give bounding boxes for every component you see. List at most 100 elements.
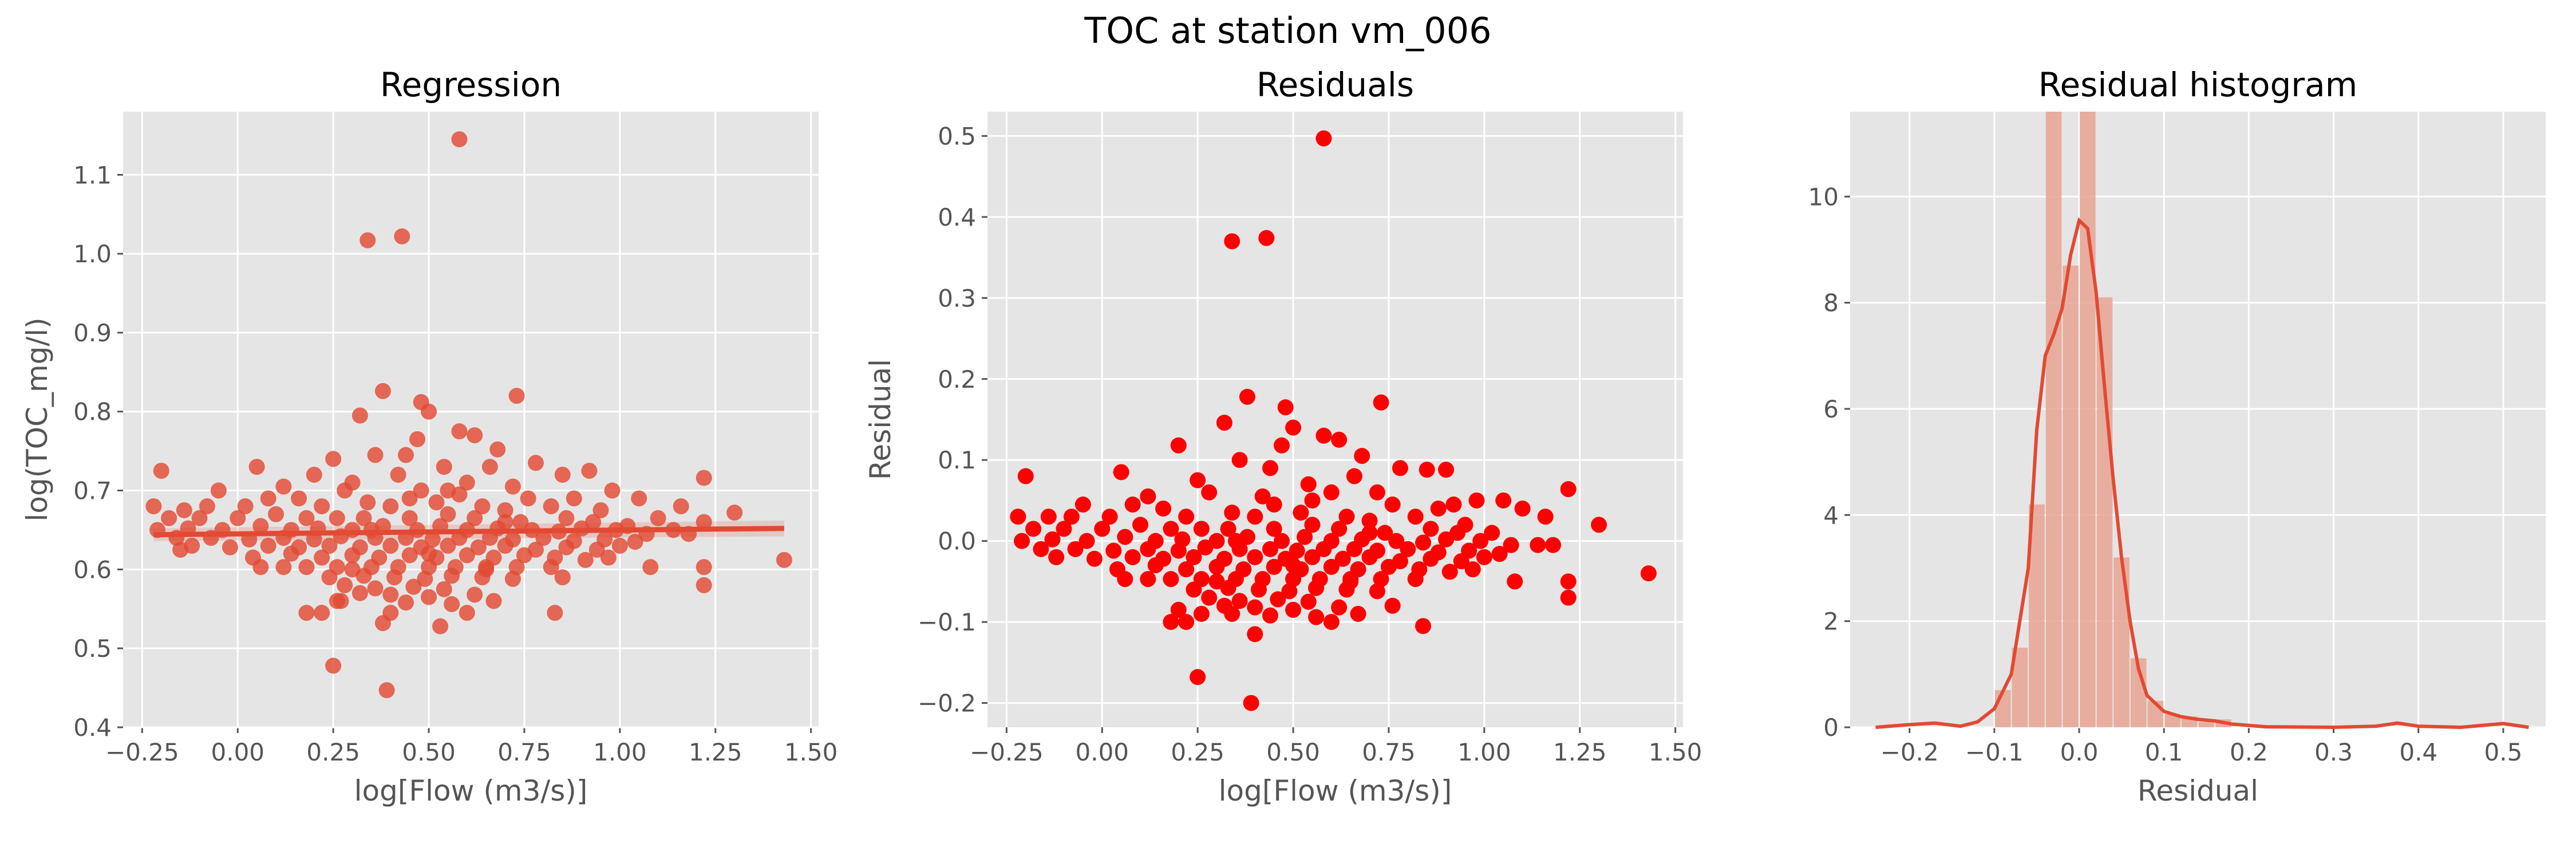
residuals-data-point [1380, 558, 1397, 575]
regression-y-tick-label: 0.6 [73, 555, 112, 584]
residuals-plot-area [987, 112, 1683, 727]
residuals-data-point [1384, 597, 1401, 614]
residuals-data-point [1124, 497, 1141, 513]
regression-data-point [459, 547, 475, 564]
residuals-data-point [1400, 541, 1416, 557]
regression-data-point [413, 482, 429, 499]
regression-data-point [386, 569, 402, 586]
residuals-data-point [1208, 573, 1225, 590]
residuals-data-point [1201, 484, 1218, 501]
histogram-bar [2080, 112, 2096, 727]
residuals-data-point [1308, 580, 1325, 596]
residuals-data-point [1415, 534, 1432, 551]
residuals-data-point [1017, 468, 1034, 484]
regression-x-tick-label: 1.00 [593, 738, 647, 766]
regression-data-point [230, 510, 246, 526]
regression-data-point [696, 577, 712, 593]
regression-data-point [359, 494, 376, 511]
residuals-data-point [1304, 517, 1321, 533]
histogram-x-tick-label: −0.1 [1965, 738, 2024, 766]
regression-y-tick-label: 0.8 [73, 398, 112, 426]
residuals-data-point [1178, 561, 1195, 578]
residuals-data-point [1193, 521, 1210, 537]
regression-x-tick-label: 1.50 [784, 738, 838, 766]
residuals-data-point [1373, 571, 1389, 588]
residuals-data-point [1078, 533, 1095, 549]
regression-data-point [592, 502, 609, 518]
histogram-bar [2113, 557, 2129, 727]
residuals-data-point [1373, 394, 1389, 411]
regression-data-point [260, 538, 276, 554]
regression-data-point [314, 549, 330, 566]
residuals-y-tick-label: −0.2 [918, 689, 976, 718]
residuals-data-point [1491, 546, 1508, 562]
regression-data-point [508, 388, 525, 404]
histogram-title: Residual histogram [2038, 65, 2357, 104]
regression-data-point [535, 530, 552, 546]
residuals-data-point [1170, 437, 1187, 454]
regression-data-point [543, 559, 559, 576]
residuals-x-tick-label: 0.00 [1076, 738, 1129, 766]
residuals-x-tick-label: 0.50 [1266, 738, 1320, 766]
residuals-x-axis-label: log[Flow (m3/s)] [1219, 774, 1452, 807]
regression-data-point [527, 455, 544, 471]
regression-data-point [467, 586, 483, 603]
residuals-data-point [1323, 558, 1340, 575]
histogram-x-tick-label: 0.1 [2145, 738, 2183, 766]
residuals-data-point [1247, 509, 1263, 525]
residuals-data-point [1105, 542, 1122, 559]
residuals-data-point [1514, 501, 1531, 517]
residuals-data-point [1354, 448, 1370, 464]
regression-title: Regression [380, 65, 562, 104]
histogram-bar [2164, 714, 2180, 727]
regression-data-point [436, 581, 452, 597]
histogram-bar [2096, 297, 2113, 727]
regression-data-point [665, 522, 682, 538]
regression-data-point [451, 530, 468, 546]
residuals-data-point [1315, 130, 1332, 147]
histogram-x-tick-label: 0.4 [2399, 738, 2437, 766]
regression-data-point [512, 514, 529, 530]
regression-data-point [409, 431, 426, 447]
histogram-x-axis-label: Residual [2138, 774, 2258, 807]
histogram-x-tick-label: 0.5 [2484, 738, 2523, 766]
regression-data-point [440, 506, 456, 522]
regression-data-point [222, 539, 238, 555]
regression-data-point [444, 596, 460, 612]
residuals-y-tick-label: 0.0 [938, 527, 976, 555]
regression-data-point [172, 541, 189, 558]
residuals-data-point [1033, 541, 1049, 557]
residuals-data-point [1369, 583, 1385, 600]
regression-data-point [382, 586, 399, 603]
regression-data-point [248, 459, 265, 475]
residuals-data-point [1201, 589, 1218, 606]
regression-data-point [374, 383, 391, 399]
residuals-data-point [1346, 541, 1362, 557]
residuals-data-point [1464, 561, 1481, 578]
regression-y-axis-label: log(TOC_mg/l) [21, 317, 54, 521]
residuals-x-tick-label: 1.00 [1457, 738, 1511, 766]
residuals-data-point [1163, 521, 1179, 537]
regression-data-point [478, 561, 495, 578]
residuals-data-point [1441, 564, 1458, 580]
regression-data-point [642, 559, 659, 576]
regression-data-point [337, 577, 353, 593]
residuals-data-point [1178, 614, 1195, 631]
residuals-data-point [1438, 462, 1455, 478]
histogram-y-tick-label: 10 [1808, 183, 1839, 211]
regression-data-point [566, 490, 582, 507]
regression-data-point [199, 498, 215, 515]
residuals-y-tick-label: 0.5 [938, 122, 976, 150]
regression-data-point [551, 523, 567, 540]
residuals-data-point [1334, 550, 1351, 567]
residual-histogram-plot: −0.2 −0.1 0.0 0.1 0.2 0.3 0.4 0.5 0 2 4 6 8 10 Residua… [1808, 65, 2546, 807]
residuals-data-point [1140, 488, 1156, 505]
regression-data-point [681, 526, 697, 542]
residuals-data-point [1258, 230, 1275, 246]
residuals-data-point [1140, 541, 1156, 557]
residuals-data-point [1124, 549, 1141, 565]
regression-data-point [314, 498, 330, 515]
regression-data-point [421, 403, 437, 420]
regression-data-point [444, 568, 460, 584]
regression-x-tick-label: 0.25 [306, 738, 360, 766]
